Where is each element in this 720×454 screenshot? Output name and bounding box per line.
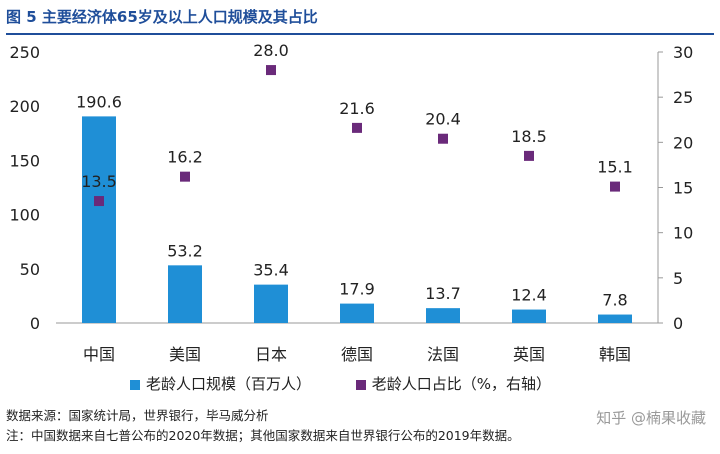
legend-bar: 老龄人口规模（百万人） [130,374,311,394]
y-left-tick-label: 200 [9,97,40,116]
bar-value-label: 12.4 [511,286,547,305]
bar [512,309,546,323]
y-right-tick-label: 0 [673,314,683,333]
scatter-point [180,171,190,182]
bar [426,308,460,323]
y-right-tick-label: 25 [673,88,693,107]
y-right-tick-label: 5 [673,269,683,288]
bar [340,303,374,323]
x-tick-label: 英国 [513,345,545,364]
point-value-label: 18.5 [511,127,547,146]
point-value-label: 15.1 [597,158,633,177]
x-tick-label: 德国 [341,345,373,364]
point-value-label: 16.2 [167,148,203,167]
legend-bar-swatch [130,380,140,390]
y-left-tick-label: 250 [9,43,40,62]
y-left-tick-label: 0 [30,314,40,333]
title-divider [6,33,714,35]
y-left-tick-label: 150 [9,151,40,170]
y-right-tick-label: 15 [673,179,693,198]
scatter-point [352,122,362,133]
point-value-label: 28.0 [253,41,289,60]
scatter-point [524,150,534,161]
scatter-point [438,133,448,144]
bar-value-label: 53.2 [167,241,203,260]
bar [82,116,116,323]
bar [254,284,288,323]
scatter-point [94,196,104,207]
scatter-point [610,181,620,192]
bar [168,265,202,323]
x-tick-label: 中国 [83,345,115,364]
chart-canvas: 0 50 100 150 200 250 0 5 10 15 20 25 30 中国 美国 日本 德国 法国 英国 韩… [9,41,693,364]
y-left-tick-label: 100 [9,206,40,225]
bar-value-label: 7.8 [602,291,627,310]
y-right-tick-label: 30 [673,43,693,62]
point-value-label: 13.5 [81,172,117,191]
legend-bar-label: 老龄人口规模（百万人） [146,375,312,393]
x-tick-label: 日本 [255,345,287,364]
scatter-point [266,65,276,76]
point-value-label: 21.6 [339,99,375,118]
x-tick-label: 法国 [427,345,459,364]
x-tick-label: 韩国 [599,345,631,364]
y-right-tick-label: 20 [673,133,693,152]
bar-value-label: 17.9 [339,280,375,299]
x-tick-label: 美国 [169,345,201,364]
footnote: 注：中国数据来自七普公布的2020年数据；其他国家数据来自世界银行公布的2019… [6,428,520,443]
y-left-tick-label: 50 [20,260,40,279]
legend-point: 老龄人口占比（%，右轴） [355,374,552,394]
bar-value-label: 35.4 [253,261,289,280]
bar-value-label: 13.7 [425,284,461,303]
bar [598,314,632,323]
chart-title: 图 5 主要经济体65岁及以上人口规模及其占比 [6,8,318,26]
source-note: 数据来源：国家统计局，世界银行，毕马威分析 [6,408,269,423]
point-value-label: 20.4 [425,110,461,129]
bar-value-label: 190.6 [76,92,122,111]
watermark: 知乎 @楠果收藏 [596,409,706,427]
legend: 老龄人口规模（百万人） 老龄人口占比（%，右轴） [130,374,591,394]
legend-point-swatch [355,380,366,390]
legend-point-label: 老龄人口占比（%，右轴） [371,375,552,393]
y-right-tick-label: 10 [673,224,693,243]
